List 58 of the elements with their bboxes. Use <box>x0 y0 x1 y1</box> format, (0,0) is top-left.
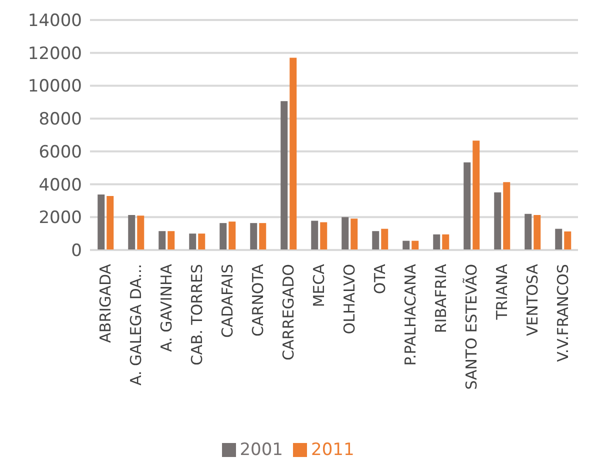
bar <box>280 101 288 250</box>
bar <box>128 215 136 250</box>
x-tick-label: RIBAFRIA <box>432 263 450 334</box>
bar <box>381 228 388 250</box>
bar <box>158 231 166 250</box>
y-tick-label: 6000 <box>38 142 82 162</box>
y-tick-label: 2000 <box>38 208 82 228</box>
bar <box>464 162 471 250</box>
x-tick-label: ABRIGADA <box>96 263 114 343</box>
bar <box>524 214 532 250</box>
x-tick-label: VENTOSA <box>523 263 542 336</box>
x-tick-label: CARREGADO <box>279 264 298 360</box>
y-tick-label: 8000 <box>38 110 82 130</box>
bar <box>433 234 440 250</box>
legend-label: 2011 <box>311 440 354 460</box>
bar <box>402 240 410 250</box>
x-tick-label: CARNOTA <box>248 263 267 336</box>
x-tick-label: P.PALHACANA <box>401 263 420 366</box>
bar <box>564 231 572 250</box>
x-tick-label: MECA <box>310 263 328 308</box>
y-tick-label: 10000 <box>28 76 82 97</box>
bar <box>311 220 318 250</box>
x-tick-label: OTA <box>370 263 389 294</box>
bar <box>320 222 328 250</box>
bar <box>534 215 541 250</box>
x-tick-label: V.V.FRANCOS <box>554 264 572 362</box>
x-tick-label: CAB. TORRES <box>188 264 206 366</box>
bar <box>342 217 349 250</box>
bar <box>250 223 258 250</box>
bar <box>106 196 114 250</box>
bar <box>372 231 380 250</box>
bar <box>137 216 144 250</box>
bar <box>290 58 297 250</box>
x-tick-label: SANTO ESTEVÃO <box>462 264 480 390</box>
bar <box>472 140 480 250</box>
bar <box>220 223 227 250</box>
bar <box>503 182 510 250</box>
x-tick-label: A. GAVINHA <box>157 263 176 352</box>
y-tick-label: 12000 <box>28 44 82 64</box>
bar <box>442 234 450 250</box>
bar <box>412 240 419 250</box>
y-tick-label: 14000 <box>28 11 82 32</box>
y-tick-label: 4000 <box>38 175 82 196</box>
legend-label: 2001 <box>240 440 283 460</box>
x-tick-label: OLHALVO <box>340 264 358 334</box>
bar <box>198 234 206 250</box>
bar <box>350 218 358 250</box>
bar <box>494 192 502 250</box>
x-tick-label: A. GALEGA DA... <box>126 264 145 386</box>
bar <box>555 228 562 250</box>
bar <box>228 222 236 250</box>
x-tick-label: TRIANA <box>492 263 511 321</box>
bar <box>98 194 105 250</box>
x-tick-label: CADAFAIS <box>218 264 236 338</box>
bar <box>189 234 196 250</box>
bar <box>259 223 266 250</box>
y-tick-label: 0 <box>71 241 82 262</box>
bar <box>168 231 175 250</box>
